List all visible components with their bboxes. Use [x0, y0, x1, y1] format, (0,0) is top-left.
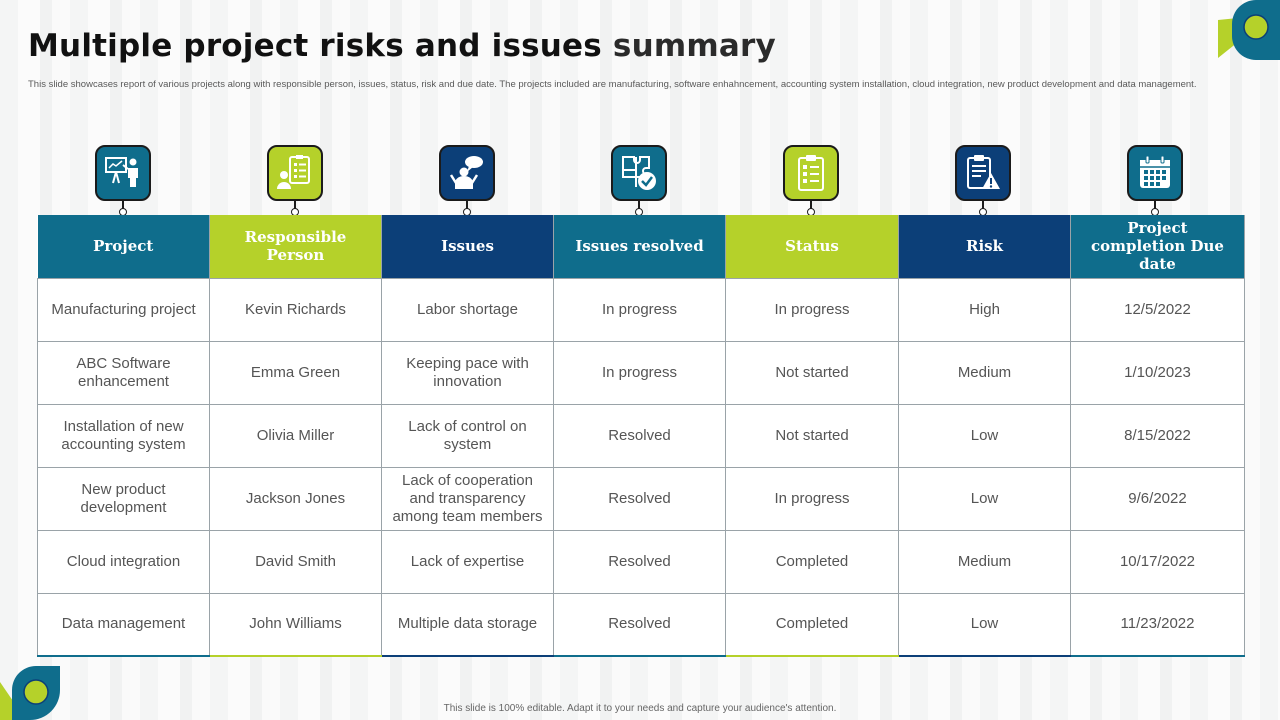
column-header: Risk — [898, 215, 1071, 278]
cell-status: Completed — [725, 592, 899, 657]
column-icons-row — [37, 143, 1244, 216]
cell-issues: Keeping pace with innovation — [381, 340, 554, 405]
column-icon-project — [37, 143, 209, 216]
table-row: ABC Software enhancement Emma Green Keep… — [37, 340, 1245, 405]
column-icon-issues — [381, 143, 553, 216]
cell-issues: Labor shortage — [381, 277, 554, 342]
cell-issues-resolved: In progress — [553, 340, 726, 405]
cell-responsible-person: John Williams — [209, 592, 382, 657]
cell-project: Manufacturing project — [37, 277, 210, 342]
table-row: Data management John Williams Multiple d… — [37, 592, 1245, 657]
table-row: Installation of new accounting system Ol… — [37, 403, 1245, 468]
column-icon-risk — [897, 143, 1069, 216]
title-main: Multiple project risks and issues — [28, 28, 602, 64]
cell-responsible-person: Olivia Miller — [209, 403, 382, 468]
column-icon-due-date — [1069, 143, 1241, 216]
cell-responsible-person: Emma Green — [209, 340, 382, 405]
title-accent: summary — [612, 28, 776, 64]
column-header: Issues — [381, 215, 554, 278]
cell-project: Data management — [37, 592, 210, 657]
corner-decoration-icon — [0, 666, 60, 720]
table-row: New product development Jackson Jones La… — [37, 466, 1245, 531]
calendar-icon — [1127, 145, 1183, 201]
cell-issues: Lack of cooperation and transparency amo… — [381, 466, 554, 531]
cell-due-date: 1/10/2023 — [1070, 340, 1245, 405]
corner-decoration-icon — [1218, 0, 1280, 60]
cell-project: Installation of new accounting system — [37, 403, 210, 468]
cell-responsible-person: Jackson Jones — [209, 466, 382, 531]
cell-status: Not started — [725, 403, 899, 468]
cell-due-date: 11/23/2022 — [1070, 592, 1245, 657]
cell-due-date: 10/17/2022 — [1070, 529, 1245, 594]
speech-bubble-person-icon — [439, 145, 495, 201]
checklist-person-icon — [267, 145, 323, 201]
cell-risk: Low — [898, 466, 1071, 531]
column-header: Project — [37, 215, 210, 278]
cell-responsible-person: Kevin Richards — [209, 277, 382, 342]
cell-status: In progress — [725, 277, 899, 342]
clipboard-warning-icon — [955, 145, 1011, 201]
cell-responsible-person: David Smith — [209, 529, 382, 594]
cell-risk: Low — [898, 592, 1071, 657]
page-subtitle: This slide showcases report of various p… — [28, 79, 1197, 90]
clipboard-list-icon — [783, 145, 839, 201]
cell-issues: Lack of expertise — [381, 529, 554, 594]
cell-status: In progress — [725, 466, 899, 531]
cell-issues: Multiple data storage — [381, 592, 554, 657]
column-icon-responsible-person — [209, 143, 381, 216]
column-header: Responsible Person — [209, 215, 382, 278]
cell-risk: Low — [898, 403, 1071, 468]
cell-project: New product development — [37, 466, 210, 531]
page-title: Multiple project risks and issues summar… — [28, 28, 776, 64]
column-header: Issues resolved — [553, 215, 726, 278]
table-row: Manufacturing project Kevin Richards Lab… — [37, 277, 1245, 342]
cell-risk: Medium — [898, 340, 1071, 405]
column-icon-issues-resolved — [553, 143, 725, 216]
cell-issues-resolved: Resolved — [553, 529, 726, 594]
cell-due-date: 9/6/2022 — [1070, 466, 1245, 531]
cell-issues-resolved: In progress — [553, 277, 726, 342]
cell-issues-resolved: Resolved — [553, 466, 726, 531]
column-icon-status — [725, 143, 897, 216]
table-row: Cloud integration David Smith Lack of ex… — [37, 529, 1245, 594]
cell-project: ABC Software enhancement — [37, 340, 210, 405]
table-header-row: Project Responsible Person Issues Issues… — [37, 215, 1245, 278]
cell-due-date: 8/15/2022 — [1070, 403, 1245, 468]
column-header: Project completion Due date — [1070, 215, 1245, 278]
footer-note: This slide is 100% editable. Adapt it to… — [443, 703, 837, 714]
cell-status: Not started — [725, 340, 899, 405]
presentation-icon — [95, 145, 151, 201]
cell-issues-resolved: Resolved — [553, 592, 726, 657]
column-header: Status — [725, 215, 899, 278]
project-summary-table: Project Responsible Person Issues Issues… — [37, 215, 1245, 657]
puzzle-check-icon — [611, 145, 667, 201]
cell-risk: High — [898, 277, 1071, 342]
cell-issues-resolved: Resolved — [553, 403, 726, 468]
cell-risk: Medium — [898, 529, 1071, 594]
cell-project: Cloud integration — [37, 529, 210, 594]
cell-due-date: 12/5/2022 — [1070, 277, 1245, 342]
cell-status: Completed — [725, 529, 899, 594]
cell-issues: Lack of control on system — [381, 403, 554, 468]
